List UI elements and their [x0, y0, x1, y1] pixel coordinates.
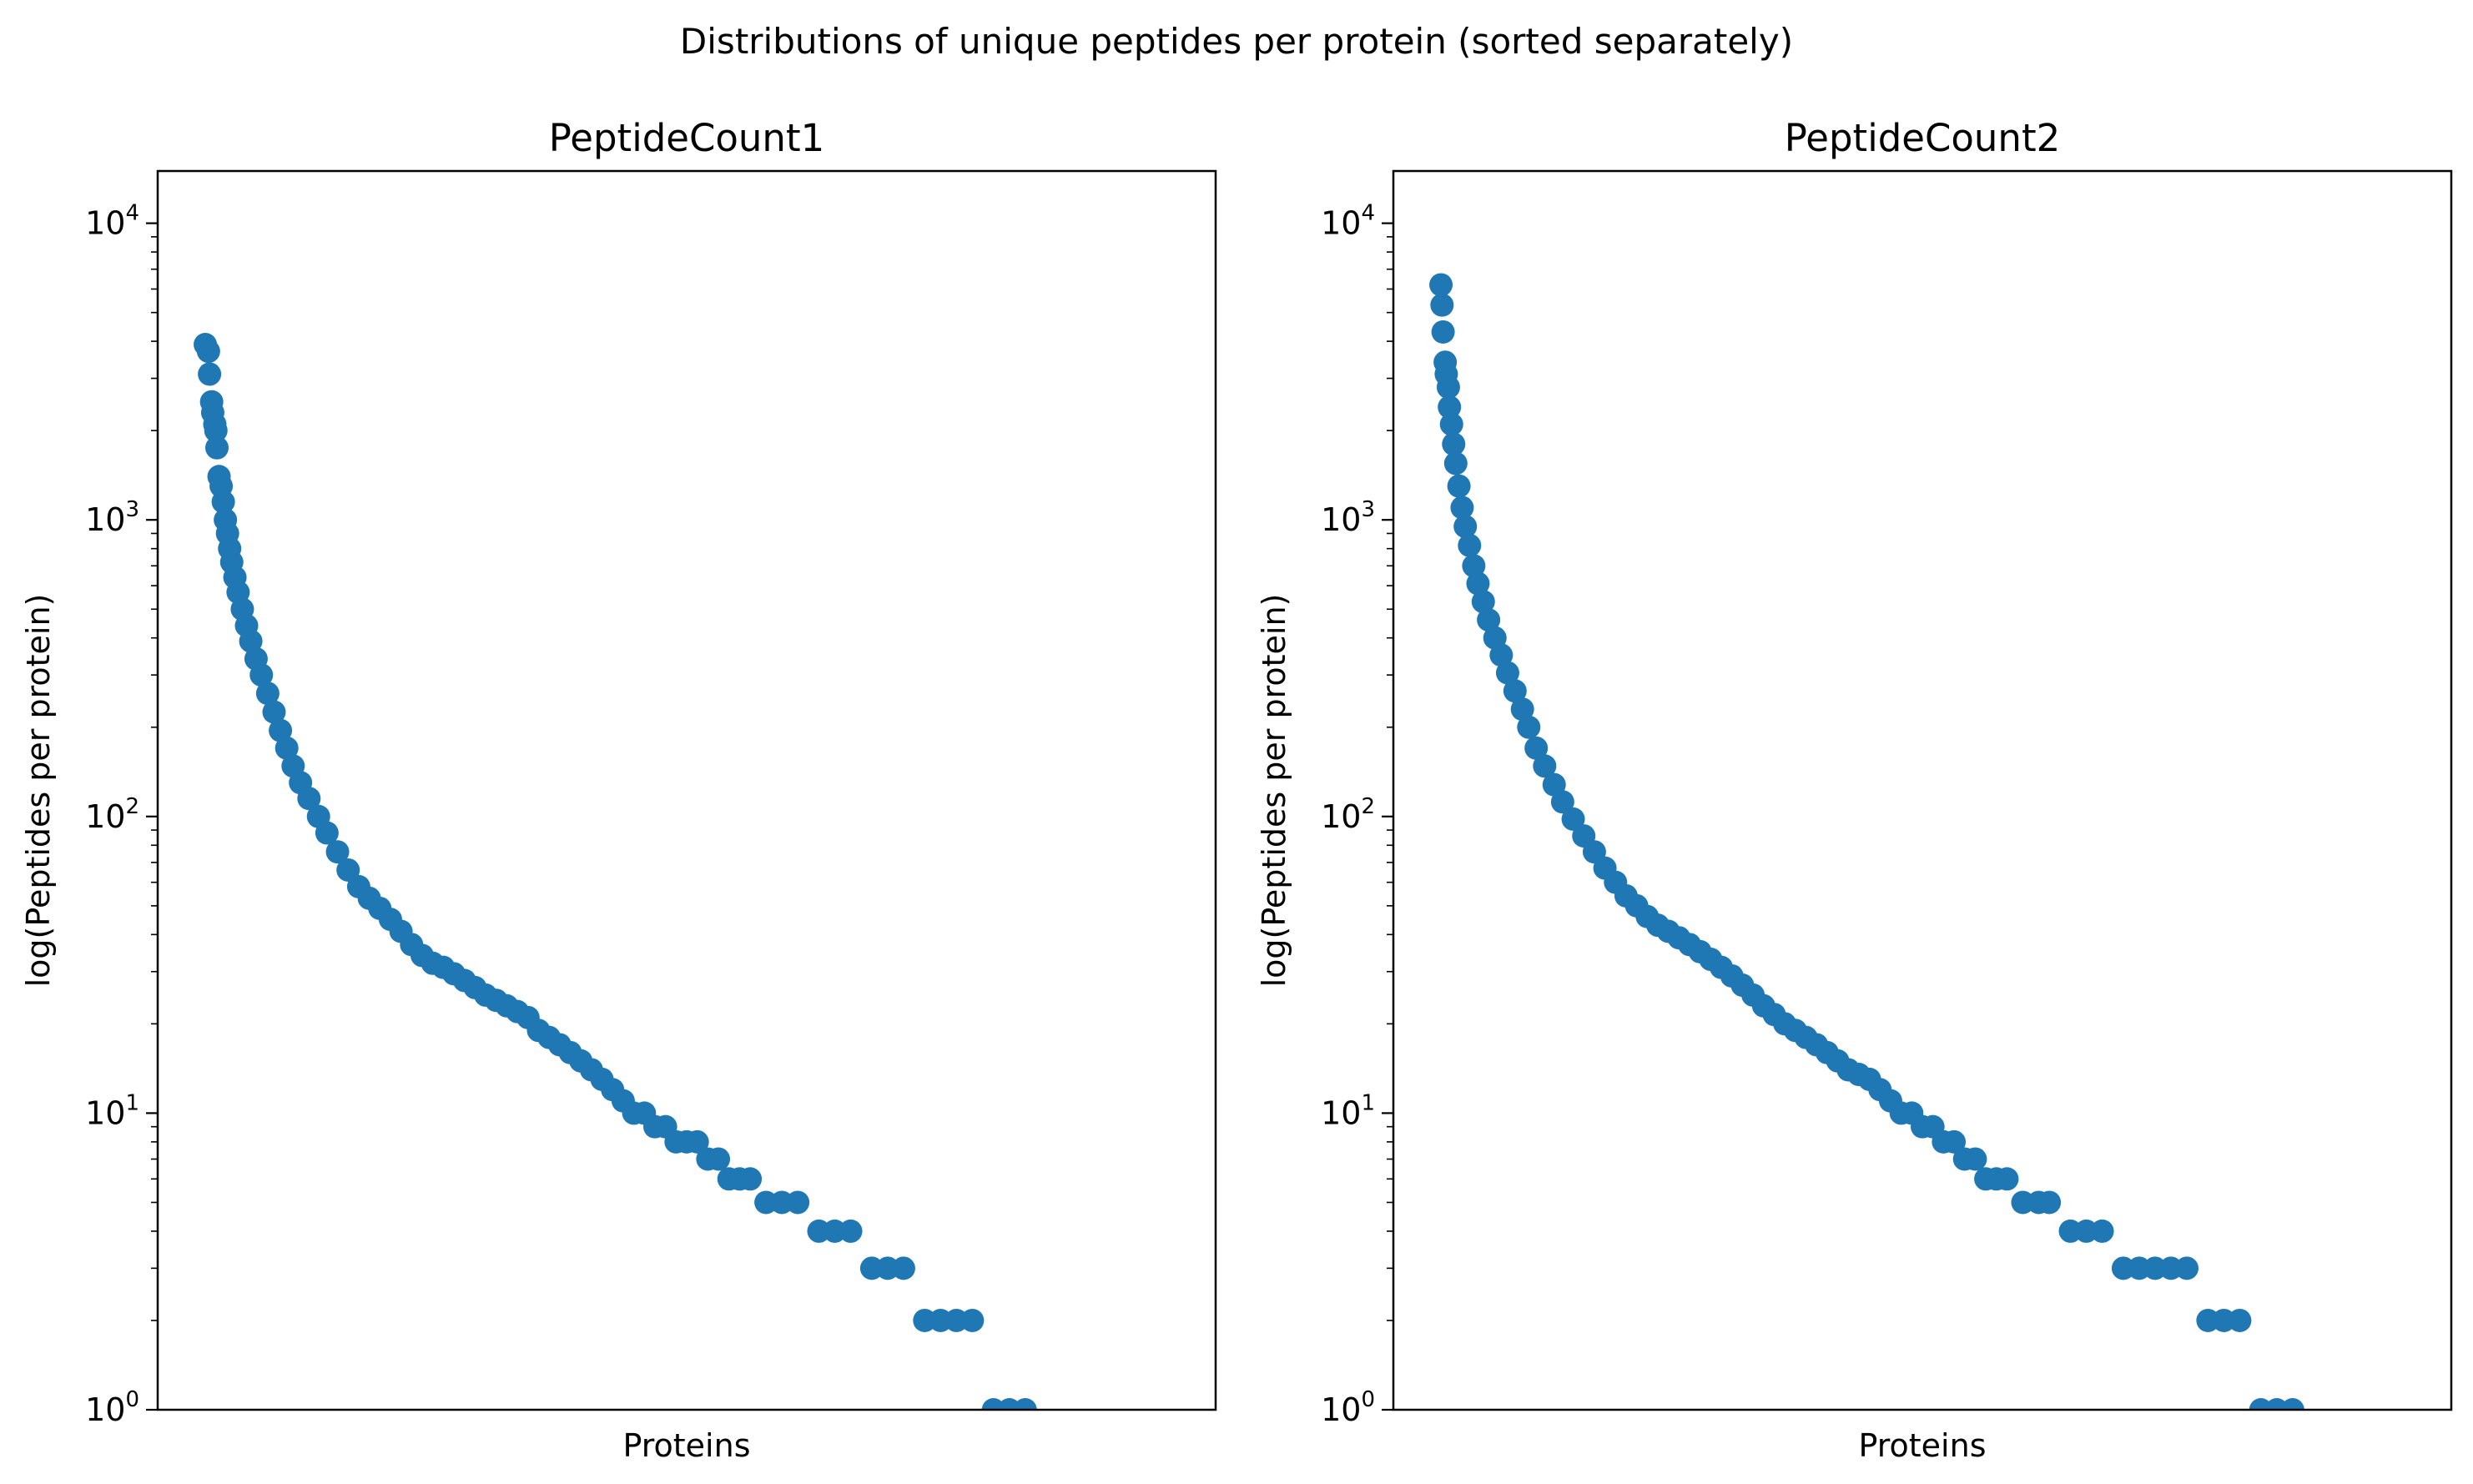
scatter-point: [1431, 319, 1455, 344]
scatter-point: [1450, 496, 1474, 520]
scatter-point: [204, 419, 228, 443]
axes-frame: [1392, 169, 2453, 1411]
scatter-point: [1963, 1147, 1987, 1171]
scatter-series: [194, 333, 1037, 1410]
scatter-point: [1442, 432, 1466, 456]
scatter-point: [325, 840, 350, 864]
scatter-point: [2175, 1256, 2199, 1280]
axes-frame: [156, 169, 1217, 1411]
scatter-point: [1462, 554, 1486, 578]
y-tick-label: 103: [85, 497, 139, 538]
scatter-point: [1471, 590, 1495, 614]
scatter-point: [274, 736, 299, 760]
scatter-point: [2228, 1308, 2252, 1332]
scatter-point: [239, 629, 263, 653]
y-tick-label: 103: [1321, 497, 1375, 538]
scatter-point: [1489, 643, 1514, 667]
scatter-point: [1453, 515, 1478, 539]
scatter-point: [891, 1256, 915, 1280]
scatter-point: [2037, 1190, 2062, 1215]
scatter-point: [1517, 715, 1541, 739]
scatter-series: [1429, 273, 2304, 1410]
y-tick-label: 102: [1321, 794, 1375, 835]
scatter-point: [196, 340, 220, 364]
scatter-point: [269, 718, 293, 742]
scatter-point: [960, 1308, 985, 1332]
scatter-point: [1510, 697, 1534, 722]
scatter-point: [1013, 1398, 1037, 1410]
subplot-title: PeptideCount1: [549, 116, 824, 160]
scatter-point: [1524, 736, 1549, 760]
scatter-point: [1477, 608, 1501, 632]
y-tick-label: 104: [1321, 201, 1375, 242]
scatter-point: [738, 1167, 763, 1191]
scatter-point: [1443, 451, 1468, 475]
scatter-point: [1942, 1129, 1967, 1154]
scatter-point: [198, 362, 222, 386]
scatter-point: [707, 1147, 731, 1171]
scatter-point: [839, 1219, 863, 1243]
scatter-point: [1533, 754, 1557, 778]
scatter-point: [1429, 273, 1453, 297]
scatter-point: [2090, 1219, 2114, 1243]
scatter-point: [1430, 293, 1454, 317]
scatter-point: [1503, 679, 1527, 703]
scatter-point: [2280, 1398, 2304, 1410]
scatter-point: [685, 1129, 709, 1154]
scatter-point: [336, 858, 360, 882]
scatter-point: [1438, 395, 1462, 420]
y-axis-label: log(Peptides per protein): [20, 594, 57, 988]
y-tick-label: 100: [1321, 1387, 1375, 1428]
scatter-point: [297, 787, 321, 811]
y-tick-label: 102: [85, 794, 139, 835]
scatter-point: [255, 682, 280, 706]
scatter-point: [1447, 474, 1471, 498]
scatter-point: [205, 435, 229, 460]
subplot-peptidecount2: PeptideCount2 100 101 102 103 104 Proteins log(…: [1256, 116, 2453, 1464]
scatter-point: [786, 1190, 810, 1215]
y-tick-label: 101: [85, 1090, 139, 1131]
figure-suptitle: Distributions of unique peptides per pro…: [680, 21, 1793, 62]
scatter-point: [1466, 571, 1490, 596]
y-tick-label: 100: [85, 1387, 139, 1428]
scatter-point: [1436, 375, 1460, 400]
scatter-point: [1439, 412, 1463, 436]
scatter-point: [1458, 533, 1482, 557]
scatter-point: [262, 700, 286, 724]
scatter-point: [249, 663, 274, 687]
scatter-point: [1550, 790, 1574, 814]
scatter-point: [1561, 807, 1585, 831]
subplot-peptidecount1: PeptideCount1 100 101 102 103 104 Proteins log(…: [20, 116, 1217, 1464]
scatter-point: [1495, 661, 1519, 685]
scatter-point: [315, 821, 339, 845]
scatter-point: [211, 490, 235, 514]
scatter-point: [1995, 1167, 2019, 1191]
y-tick-label: 101: [1321, 1090, 1375, 1131]
y-axis-label: log(Peptides per protein): [1256, 594, 1292, 988]
x-axis-label: Proteins: [622, 1427, 750, 1464]
x-axis-label: Proteins: [1858, 1427, 1986, 1464]
y-tick-label: 104: [85, 201, 139, 242]
subplot-title: PeptideCount2: [1785, 116, 2060, 160]
